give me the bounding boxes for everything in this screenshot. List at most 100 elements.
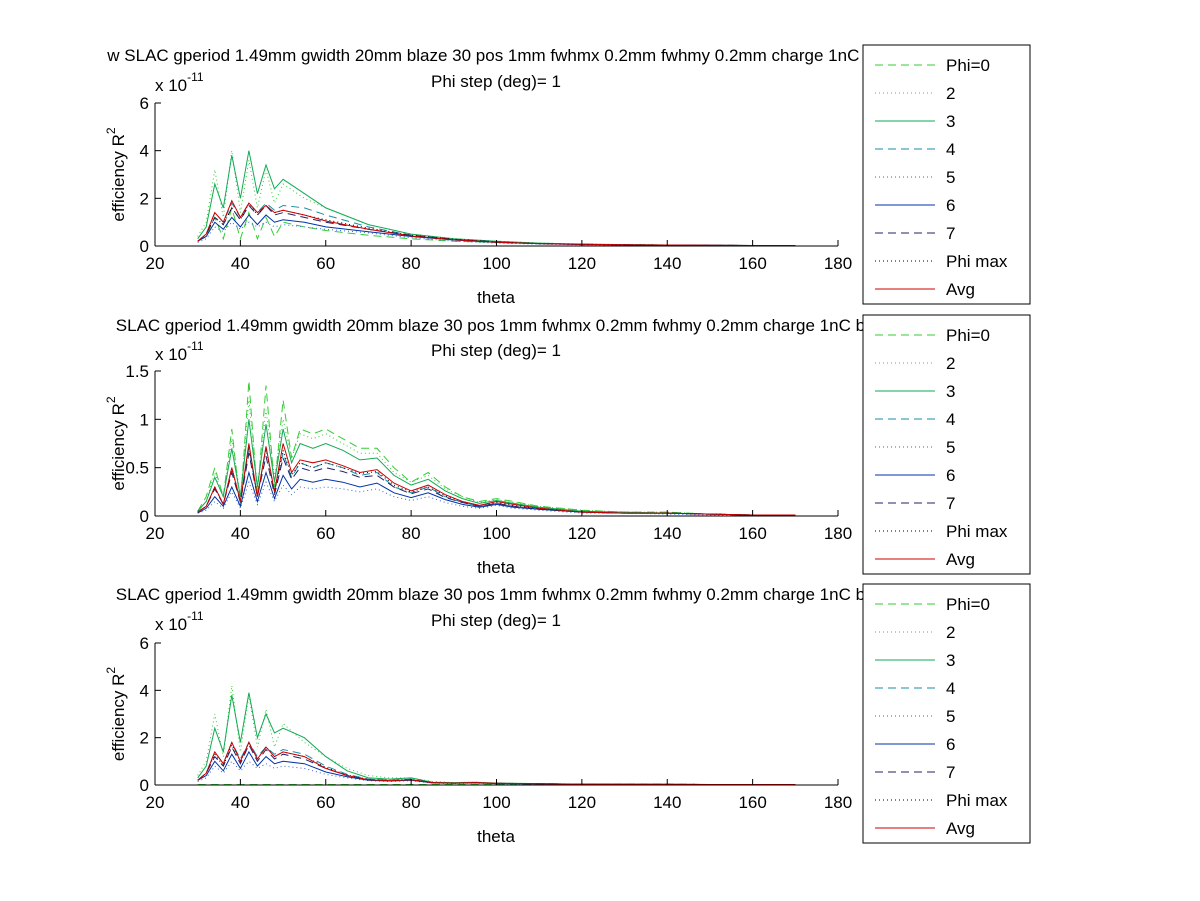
legend-label-4: 4 [946,410,955,429]
y-tick-label: 1 [140,410,149,429]
x-tick-label: 60 [316,524,335,543]
x-tick-label: 80 [402,254,421,273]
x-tick-label: 160 [738,254,766,273]
x-tick-label: 160 [738,524,766,543]
subplot-3: 20 40 60 80 100 120 140 160 180 0 2 4 6 x 10-11 SLAC g… [104,583,1031,846]
legend-label-8: Phi max [946,791,1008,810]
axis-exponent: x 10-11 [155,609,204,634]
legend-label-2: 2 [946,84,955,103]
x-tick-label: 60 [316,793,335,812]
legend-label-8: Phi max [946,522,1008,541]
legend-label-1: Phi=0 [946,56,990,75]
chart-title: SLAC gperiod 1.49mm gwidth 20mm blaze 30… [116,585,948,604]
x-tick-label: 40 [231,254,250,273]
y-tick-label: 0 [140,507,149,526]
subplot-2: 20 40 60 80 100 120 140 160 180 0 0.5 1 1.5 x 10-11 SL… [104,314,1031,577]
x-tick-label: 120 [568,254,596,273]
legend-label-3: 3 [946,382,955,401]
axis-exponent: x 10-11 [155,70,204,95]
chart-subtitle: Phi step (deg)= 1 [431,341,561,360]
series-line-2 [197,685,796,785]
y-tick-label: 6 [140,94,149,113]
y-tick-label: 4 [140,142,149,161]
series-line-9 [197,443,796,516]
legend-label-7: 7 [946,763,955,782]
legend: Phi=0 2 3 4 5 6 7 Phi max Avg [862,314,1031,575]
legend-label-9: Avg [946,280,975,299]
series-lines [197,685,796,786]
legend-label-9: Avg [946,819,975,838]
legend-label-1: Phi=0 [946,326,990,345]
subplot-1: 20 40 60 80 100 120 140 160 180 0 2 4 6 x 10-11 w SLAC… [104,44,1031,307]
legend-label-7: 7 [946,224,955,243]
y-tick-label: 2 [140,189,149,208]
series-line-3 [197,692,796,785]
y-tick-label: 0.5 [125,459,149,478]
legend-label-4: 4 [946,140,955,159]
legend-label-8: Phi max [946,252,1008,271]
x-tick-label: 140 [653,524,681,543]
legend-label-7: 7 [946,494,955,513]
x-axis-label: theta [477,827,515,846]
y-tick-label: 2 [140,729,149,748]
legend-box [862,44,1031,305]
legend-label-3: 3 [946,112,955,131]
y-axis-label: efficiency R2 [104,127,128,222]
legend-label-5: 5 [946,438,955,457]
series-line-4 [197,741,796,785]
x-tick-label: 80 [402,793,421,812]
series-line-5 [197,480,796,516]
legend-label-6: 6 [946,735,955,754]
series-line-9 [197,741,796,785]
series-line-6 [197,470,796,516]
series-line-3 [197,150,796,246]
x-tick-label: 100 [482,524,510,543]
x-tick-label: 140 [653,793,681,812]
y-tick-label: 6 [140,634,149,653]
series-line-1 [197,380,796,516]
x-tick-label: 20 [146,524,165,543]
y-tick-label: 1.5 [125,362,149,381]
series-line-2 [197,150,796,246]
x-tick-label: 180 [824,793,852,812]
y-axis-label: efficiency R2 [104,667,128,762]
axis-exponent: x 10-11 [155,339,204,364]
x-axis-label: theta [477,288,515,307]
x-tick-label: 40 [231,524,250,543]
series-lines [197,380,796,516]
chart-subtitle: Phi step (deg)= 1 [431,611,561,630]
legend-label-5: 5 [946,168,955,187]
legend-label-5: 5 [946,707,955,726]
series-line-4 [197,202,796,246]
x-tick-label: 180 [824,524,852,543]
x-tick-label: 80 [402,524,421,543]
x-tick-label: 100 [482,793,510,812]
series-line-3 [197,419,796,516]
legend-label-6: 6 [946,196,955,215]
x-tick-label: 20 [146,254,165,273]
y-tick-label: 0 [140,776,149,795]
chart-title: w SLAC gperiod 1.49mm gwidth 20mm blaze … [106,46,956,65]
x-tick-label: 20 [146,793,165,812]
legend-box [862,314,1031,575]
x-tick-label: 140 [653,254,681,273]
series-line-8 [197,446,796,516]
x-tick-label: 160 [738,793,766,812]
x-tick-label: 120 [568,524,596,543]
legend-label-4: 4 [946,679,955,698]
legend-label-2: 2 [946,354,955,373]
legend-label-3: 3 [946,651,955,670]
series-line-9 [197,199,796,246]
legend: Phi=0 2 3 4 5 6 7 Phi max Avg [862,583,1031,844]
legend-box [862,583,1031,844]
x-tick-label: 60 [316,254,335,273]
series-line-8 [197,202,796,246]
y-axis-label: efficiency R2 [104,396,128,491]
series-lines [197,150,796,247]
legend-label-9: Avg [946,550,975,569]
chart-subtitle: Phi step (deg)= 1 [431,72,561,91]
x-tick-label: 120 [568,793,596,812]
series-line-8 [197,741,796,785]
x-tick-label: 100 [482,254,510,273]
